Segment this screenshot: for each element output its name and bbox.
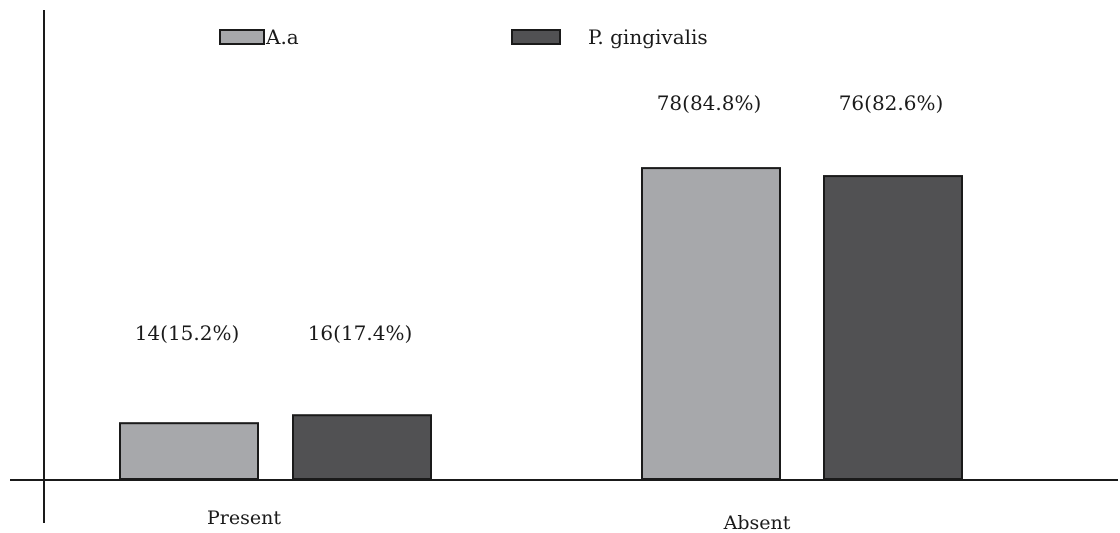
data-label-absent-pg: 76(82.6%) (839, 91, 944, 115)
bars-group (119, 167, 963, 481)
legend-swatch-pg (511, 29, 561, 45)
legend-swatch-aa (219, 29, 265, 45)
data-label-present-pg: 16(17.4%) (308, 321, 413, 345)
bar-absent-aa (641, 167, 781, 481)
legend-label-aa: A.a (265, 25, 299, 49)
bar-present-aa (119, 422, 259, 481)
data-labels-group: 14(15.2%) 16(17.4%) 78(84.8%) 76(82.6%) (135, 91, 944, 345)
data-label-present-aa: 14(15.2%) (135, 321, 240, 345)
category-label-present: Present (207, 507, 281, 529)
data-label-absent-aa: 78(84.8%) (657, 91, 762, 115)
bar-present-pg (292, 414, 432, 480)
bar-absent-pg (823, 175, 963, 480)
legend: A.a P. gingivalis (219, 25, 708, 49)
legend-label-pg: P. gingivalis (588, 25, 708, 49)
category-label-absent: Absent (723, 512, 791, 533)
